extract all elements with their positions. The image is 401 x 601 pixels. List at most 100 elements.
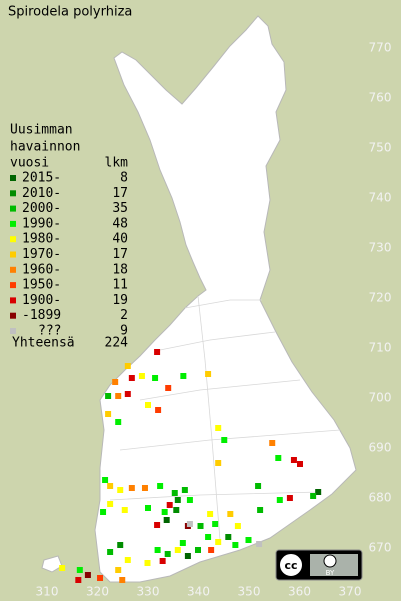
observation xyxy=(194,547,201,553)
observation xyxy=(227,511,234,517)
observation xyxy=(186,521,193,527)
observation xyxy=(180,373,187,379)
legend-heading: vuosi xyxy=(10,156,49,171)
observation xyxy=(141,485,148,491)
observation xyxy=(157,483,164,489)
observation xyxy=(174,497,181,503)
observation xyxy=(121,507,128,513)
legend-label: 1990- xyxy=(22,216,61,231)
observation xyxy=(310,493,317,499)
observation xyxy=(145,505,151,511)
legend-count: 40 xyxy=(112,232,128,247)
legend-swatch xyxy=(10,236,16,243)
observation xyxy=(245,537,252,543)
x-tick-label: 360 xyxy=(288,585,311,599)
observation xyxy=(197,523,204,529)
observation xyxy=(290,457,297,463)
observation xyxy=(152,375,159,381)
observation xyxy=(107,483,114,489)
legend-label: 1980- xyxy=(22,232,61,247)
observation xyxy=(107,501,114,507)
legend-count: 8 xyxy=(120,171,128,186)
observation xyxy=(186,497,193,503)
x-tick-label: 370 xyxy=(339,585,362,599)
legend-count: 9 xyxy=(120,324,128,339)
legend-label: 1970- xyxy=(22,247,61,262)
observation xyxy=(221,437,228,443)
observation xyxy=(173,507,180,513)
observation xyxy=(115,393,122,399)
observation xyxy=(166,502,173,508)
observation xyxy=(255,483,262,489)
observation xyxy=(100,509,107,515)
legend-swatch xyxy=(10,205,16,212)
observation xyxy=(171,490,178,496)
legend-label: 1900- xyxy=(22,293,61,308)
legend-count-heading: lkm xyxy=(105,156,129,171)
legend-swatch xyxy=(10,266,16,273)
legend-heading: havainnon xyxy=(10,140,80,155)
observation xyxy=(257,507,264,513)
observation xyxy=(124,391,131,397)
observation xyxy=(105,411,112,417)
observation xyxy=(128,375,135,381)
y-tick-label: 770 xyxy=(369,41,392,55)
observation xyxy=(159,558,166,564)
legend-label: ??? xyxy=(38,324,61,339)
legend-count: 19 xyxy=(112,293,128,308)
observation xyxy=(179,540,186,546)
observation xyxy=(155,407,162,413)
y-tick-label: 700 xyxy=(369,391,392,405)
observation xyxy=(215,425,222,431)
observation xyxy=(75,577,82,583)
observation xyxy=(138,373,145,379)
legend-swatch xyxy=(10,220,16,227)
observation xyxy=(232,542,239,548)
y-tick-label: 680 xyxy=(369,491,392,505)
observation xyxy=(161,509,168,515)
observation xyxy=(225,534,232,540)
observation xyxy=(124,557,131,563)
observation xyxy=(269,440,276,446)
legend-label: 2015- xyxy=(22,171,61,186)
y-tick-label: 760 xyxy=(369,91,392,105)
observation xyxy=(117,487,124,493)
observation xyxy=(84,572,91,578)
y-tick-label: 690 xyxy=(369,441,392,455)
legend-swatch xyxy=(10,251,16,258)
legend-swatch xyxy=(10,175,16,181)
observation xyxy=(275,455,282,461)
observation xyxy=(119,577,126,583)
observation xyxy=(205,534,212,540)
observation xyxy=(234,523,241,529)
observation xyxy=(212,521,219,527)
observation xyxy=(76,567,83,573)
observation xyxy=(128,485,135,491)
observation xyxy=(184,553,191,559)
legend-label: 2010- xyxy=(22,186,61,201)
x-tick-label: 340 xyxy=(187,585,210,599)
legend-count: 11 xyxy=(112,278,128,293)
observation xyxy=(145,402,151,408)
legend-count: 48 xyxy=(112,216,128,231)
observation xyxy=(154,547,161,553)
x-tick-label: 330 xyxy=(137,585,160,599)
observation xyxy=(154,349,161,355)
observation xyxy=(117,542,124,548)
y-tick-label: 670 xyxy=(369,541,392,555)
total: 224 xyxy=(105,336,129,351)
observation xyxy=(97,575,104,581)
legend-count: 18 xyxy=(112,262,128,277)
legend-label: 1950- xyxy=(22,278,61,293)
observation xyxy=(286,495,293,501)
y-tick-label: 750 xyxy=(369,141,392,155)
legend-swatch xyxy=(10,282,16,289)
observation xyxy=(256,541,263,547)
x-tick-label: 320 xyxy=(86,585,109,599)
title: Spirodela polyrhiza xyxy=(8,5,132,20)
x-tick-label: 310 xyxy=(36,585,59,599)
observation xyxy=(115,419,122,425)
observation xyxy=(163,517,170,523)
